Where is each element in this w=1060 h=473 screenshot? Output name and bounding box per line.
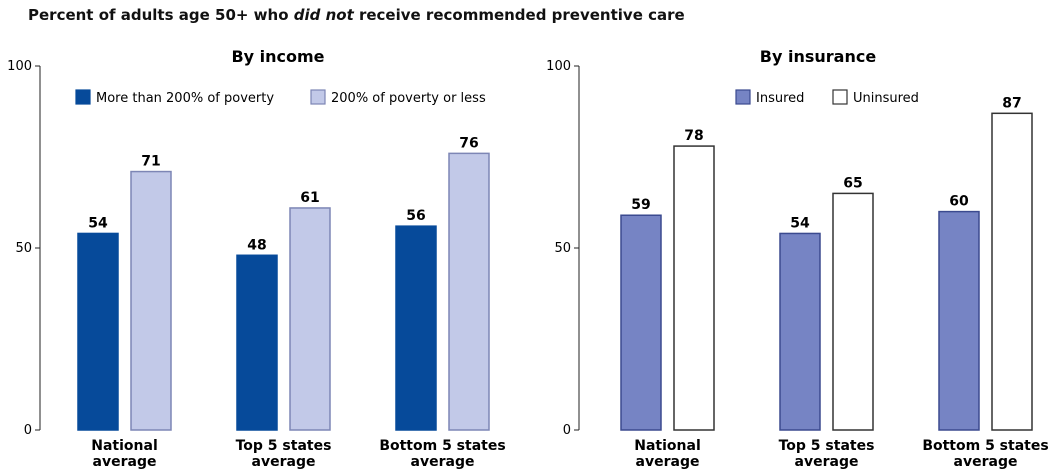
panel2-value-label-s1-c1: 59: [631, 197, 650, 213]
panel1-category-label-3-line1: Bottom 5 states: [379, 438, 505, 454]
panel2-bar-s1-c1: [620, 214, 662, 431]
panel2-bar-s1-c2: [779, 232, 821, 431]
panel1-category-label-1-line1: National: [91, 438, 158, 454]
panel1-title: By income: [231, 47, 324, 66]
panel2-value-label-s1-c3: 60: [949, 194, 969, 210]
panel1-value-label-s2-c1: 71: [141, 154, 160, 170]
panel2-y-tick-label-100: 100: [546, 59, 571, 74]
panel2-category-label-1-line1: National: [634, 438, 701, 454]
panel1-y-tick-label-50: 50: [15, 241, 32, 256]
panel1-bar-s1-c3: [395, 225, 437, 431]
panel1-y-tick-label-0: 0: [24, 423, 32, 438]
panel2-bar-s2-c1: [673, 145, 715, 431]
panel2-category-label-3-line2: average: [954, 454, 1018, 470]
panel2-bar-s2-c2: [832, 192, 874, 431]
panel2-value-label-s2-c1: 78: [684, 128, 703, 144]
panel2-y-tick-label-50: 50: [554, 241, 571, 256]
panel2-legend-label-2: Uninsured: [853, 91, 919, 106]
panel2-legend-label-1: Insured: [756, 91, 804, 106]
panel1-value-label-s2-c2: 61: [300, 190, 319, 206]
panel1-value-label-s1-c1: 54: [88, 215, 108, 231]
panel2-legend-swatch-1: [735, 89, 751, 105]
panel2-bar-s1-c3: [938, 210, 980, 431]
panel2-category-label-1-line2: average: [636, 454, 700, 470]
panel2-category-label-3-line1: Bottom 5 states: [922, 438, 1048, 454]
panel1-bar-s1-c2: [236, 254, 278, 431]
panel2-y-tick-label-0: 0: [563, 423, 571, 438]
panel2-value-label-s1-c2: 54: [790, 215, 810, 231]
panel1-legend-label-1: More than 200% of poverty: [96, 91, 274, 106]
panel2-category-label-2-line2: average: [795, 454, 859, 470]
panel1-value-label-s1-c2: 48: [247, 237, 266, 253]
panel2-value-label-s2-c2: 65: [843, 175, 862, 191]
panel2-title: By insurance: [760, 47, 877, 66]
panel1-value-label-s1-c3: 56: [406, 208, 425, 224]
panel1-legend-swatch-2: [310, 89, 326, 105]
panel1-category-label-2-line2: average: [252, 454, 316, 470]
panel1-category-label-2-line1: Top 5 states: [236, 438, 332, 454]
panel1-value-label-s2-c3: 76: [459, 135, 478, 151]
panel1-bar-s2-c2: [289, 207, 331, 431]
panel1-bar-s2-c3: [448, 152, 490, 431]
panel1-category-label-1-line2: average: [93, 454, 157, 470]
panel1-legend-label-2: 200% of poverty or less: [331, 91, 486, 106]
chart-main-title: Percent of adults age 50+ who did not re…: [28, 6, 685, 24]
panel1-legend-swatch-1: [75, 89, 91, 105]
panel2-value-label-s2-c3: 87: [1002, 95, 1021, 111]
panel2-bar-s2-c3: [991, 112, 1033, 431]
panel1-category-label-3-line2: average: [411, 454, 475, 470]
panel2-category-label-2-line1: Top 5 states: [779, 438, 875, 454]
panel1-bar-s1-c1: [77, 232, 119, 431]
panel1-y-tick-label-100: 100: [7, 59, 32, 74]
panel2-legend-swatch-2: [832, 89, 848, 105]
panel1-bar-s2-c1: [130, 170, 172, 431]
